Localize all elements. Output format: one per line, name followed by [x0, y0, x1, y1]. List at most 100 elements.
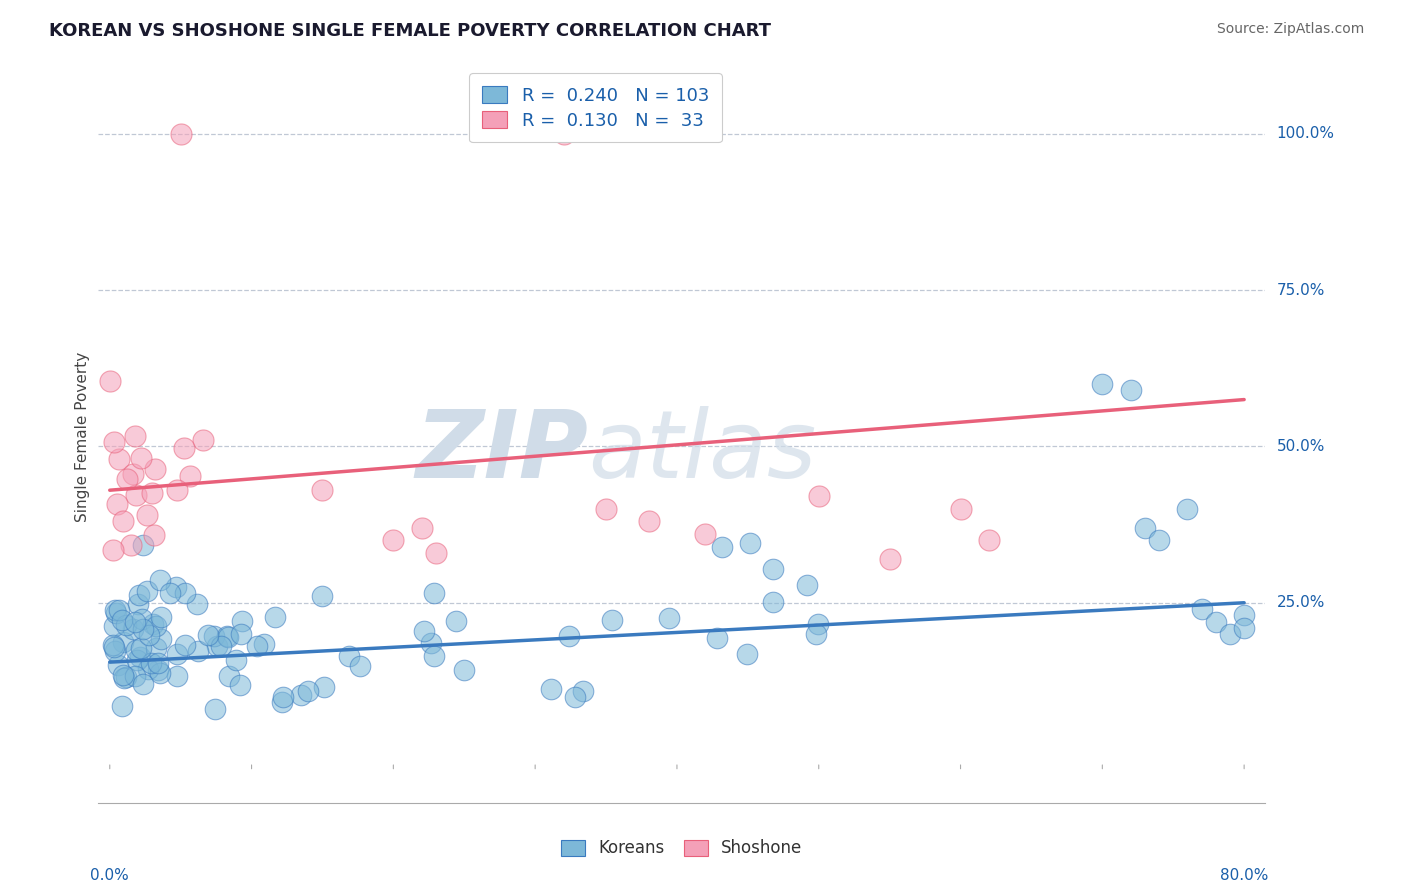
Point	[1133, 521, 1156, 535]
Point	[225, 653, 247, 667]
Point	[166, 669, 188, 683]
Point	[762, 562, 785, 576]
Point	[271, 690, 294, 704]
Text: KOREAN VS SHOSHONE SINGLE FEMALE POVERTY CORRELATION CHART: KOREAN VS SHOSHONE SINGLE FEMALE POVERTY…	[49, 22, 772, 40]
Legend: Koreans, Shoshone: Koreans, Shoshone	[555, 832, 808, 864]
Point	[695, 527, 717, 541]
Point	[879, 552, 901, 566]
Point	[290, 688, 312, 702]
Point	[270, 695, 292, 709]
Point	[149, 666, 172, 681]
Point	[107, 452, 129, 467]
Point	[311, 483, 333, 498]
Point	[104, 644, 127, 658]
Point	[706, 631, 728, 645]
Point	[205, 640, 228, 654]
Point	[804, 627, 827, 641]
Point	[553, 127, 575, 141]
Point	[174, 638, 197, 652]
Point	[115, 472, 138, 486]
Point	[110, 699, 132, 714]
Point	[807, 490, 830, 504]
Point	[124, 615, 146, 629]
Point	[141, 656, 163, 670]
Point	[132, 538, 155, 552]
Point	[145, 618, 167, 632]
Point	[149, 632, 172, 646]
Text: 50.0%: 50.0%	[1277, 439, 1324, 454]
Point	[425, 546, 447, 560]
Point	[124, 429, 146, 443]
Point	[1177, 502, 1199, 516]
Point	[125, 488, 148, 502]
Point	[128, 588, 150, 602]
Point	[131, 677, 153, 691]
Point	[423, 648, 446, 663]
Point	[311, 589, 333, 603]
Point	[264, 609, 287, 624]
Point	[231, 614, 253, 628]
Y-axis label: Single Female Poverty: Single Female Poverty	[75, 352, 90, 522]
Point	[103, 640, 125, 654]
Point	[735, 647, 758, 661]
Point	[1233, 608, 1256, 623]
Point	[174, 585, 197, 599]
Point	[128, 650, 150, 665]
Point	[111, 635, 134, 649]
Point	[738, 535, 761, 549]
Point	[419, 635, 441, 649]
Point	[166, 647, 188, 661]
Point	[98, 374, 121, 388]
Text: Source: ZipAtlas.com: Source: ZipAtlas.com	[1216, 22, 1364, 37]
Point	[186, 597, 208, 611]
Point	[141, 485, 163, 500]
Point	[104, 607, 127, 621]
Point	[159, 585, 181, 599]
Point	[120, 538, 142, 552]
Point	[115, 670, 138, 684]
Point	[762, 595, 785, 609]
Point	[253, 637, 276, 651]
Text: 0.0%: 0.0%	[90, 868, 129, 883]
Text: 25.0%: 25.0%	[1277, 595, 1324, 610]
Point	[136, 662, 159, 676]
Point	[143, 527, 166, 541]
Point	[165, 580, 187, 594]
Point	[1191, 602, 1213, 616]
Point	[796, 578, 818, 592]
Point	[297, 683, 319, 698]
Point	[166, 483, 188, 497]
Point	[135, 583, 157, 598]
Point	[149, 573, 172, 587]
Point	[600, 613, 623, 627]
Point	[150, 610, 173, 624]
Point	[108, 603, 131, 617]
Point	[131, 611, 153, 625]
Point	[146, 663, 169, 677]
Point	[138, 628, 160, 642]
Point	[977, 533, 1000, 548]
Point	[807, 617, 830, 632]
Point	[453, 663, 475, 677]
Point	[231, 627, 253, 641]
Point	[711, 541, 734, 555]
Point	[413, 624, 436, 638]
Point	[122, 622, 145, 636]
Text: 80.0%: 80.0%	[1220, 868, 1268, 883]
Point	[148, 656, 170, 670]
Point	[122, 467, 145, 482]
Point	[107, 657, 129, 672]
Point	[1147, 533, 1170, 548]
Point	[637, 515, 659, 529]
Point	[173, 442, 195, 456]
Point	[187, 643, 209, 657]
Point	[112, 671, 135, 685]
Point	[423, 586, 446, 600]
Point	[1219, 627, 1241, 641]
Point	[124, 669, 146, 683]
Point	[1091, 376, 1114, 391]
Point	[101, 638, 124, 652]
Text: 100.0%: 100.0%	[1277, 127, 1334, 141]
Point	[142, 617, 165, 632]
Point	[229, 677, 252, 691]
